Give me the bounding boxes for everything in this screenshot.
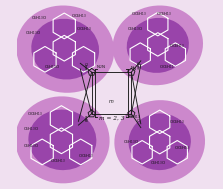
Text: OC$_6$H$_{13}$: OC$_6$H$_{13}$ xyxy=(131,10,147,18)
Text: OC$_6$H$_{13}$: OC$_6$H$_{13}$ xyxy=(169,118,185,126)
Text: C$_6$H$_{13}$O: C$_6$H$_{13}$O xyxy=(25,29,41,37)
Text: N: N xyxy=(132,67,135,71)
Text: N$_2$N: N$_2$N xyxy=(96,64,106,71)
Text: m = 2, 3: m = 2, 3 xyxy=(99,116,124,121)
Text: OC$_6$H$_{13}$: OC$_6$H$_{13}$ xyxy=(169,43,185,50)
Text: C$_6$H$_{13}$O: C$_6$H$_{13}$O xyxy=(23,143,39,150)
Text: OC$_6$H$_{13}$: OC$_6$H$_{13}$ xyxy=(27,111,43,118)
Text: OC$_6$H$_{13}$: OC$_6$H$_{13}$ xyxy=(78,152,94,160)
Text: m: m xyxy=(109,99,114,104)
Text: C$_6$H$_{13}$O: C$_6$H$_{13}$O xyxy=(31,14,47,22)
Ellipse shape xyxy=(114,100,205,183)
Text: C$_6$H$_{13}$O: C$_6$H$_{13}$O xyxy=(123,138,139,146)
Text: OC$_6$H$_{13}$: OC$_6$H$_{13}$ xyxy=(76,26,92,33)
Ellipse shape xyxy=(127,18,189,73)
Text: O: O xyxy=(137,119,140,123)
Text: N: N xyxy=(130,66,133,70)
Ellipse shape xyxy=(113,5,203,85)
Ellipse shape xyxy=(31,19,99,80)
Text: ‖: ‖ xyxy=(84,65,87,70)
Text: OC$_6$H$_{13}$: OC$_6$H$_{13}$ xyxy=(174,145,190,152)
Text: OC$_6$H$_{13}$: OC$_6$H$_{13}$ xyxy=(125,114,141,121)
Ellipse shape xyxy=(128,113,191,170)
Ellipse shape xyxy=(28,110,96,170)
Text: OC$_6$H$_{13}$: OC$_6$H$_{13}$ xyxy=(156,10,171,18)
Text: OC$_6$H$_{13}$: OC$_6$H$_{13}$ xyxy=(70,12,86,20)
Text: C$_6$H$_{13}$O: C$_6$H$_{13}$O xyxy=(23,126,39,133)
Text: OC$_6$H$_{11}$: OC$_6$H$_{11}$ xyxy=(159,63,175,71)
Text: O: O xyxy=(85,63,88,67)
Text: C$_6$H$_{13}$O: C$_6$H$_{13}$O xyxy=(150,159,166,167)
Text: C$_6$H$_{13}$O: C$_6$H$_{13}$O xyxy=(127,26,143,33)
Text: ‖: ‖ xyxy=(84,115,87,121)
Text: ‖: ‖ xyxy=(137,64,139,69)
Text: O: O xyxy=(137,62,140,66)
Text: OC$_6$H$_{13}$: OC$_6$H$_{13}$ xyxy=(50,157,66,165)
Text: O: O xyxy=(85,119,88,122)
Ellipse shape xyxy=(16,5,114,93)
Ellipse shape xyxy=(15,96,109,183)
Text: C$_6$H$_{13}$O: C$_6$H$_{13}$O xyxy=(44,63,60,71)
